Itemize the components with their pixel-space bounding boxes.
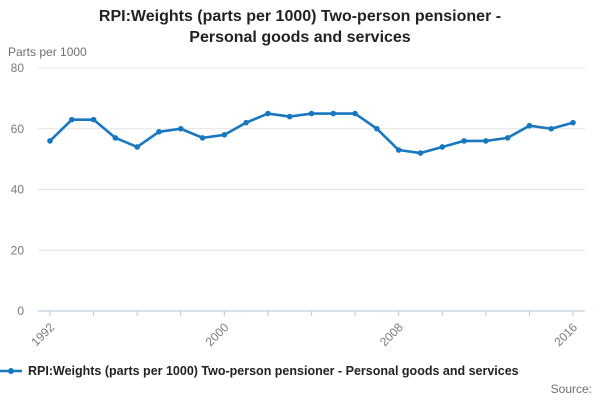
data-point-marker <box>308 110 315 117</box>
data-point-marker <box>199 135 206 141</box>
y-tick-label: 0 <box>17 304 24 318</box>
data-point-marker <box>330 110 337 117</box>
legend: RPI:Weights (parts per 1000) Two-person … <box>0 364 519 378</box>
data-point-marker <box>265 110 271 117</box>
page-title-line2: Personal goods and services <box>189 29 411 46</box>
data-point-marker <box>374 125 380 132</box>
y-tick-label: 60 <box>11 122 25 136</box>
data-point-marker <box>504 135 511 141</box>
y-axis-unit-label: Parts per 1000 <box>8 45 87 59</box>
x-tick-label: 2016 <box>551 320 580 349</box>
y-tick-label: 40 <box>11 183 25 197</box>
x-tick-label: 1992 <box>28 320 57 349</box>
page-title-line1: RPI:Weights (parts per 1000) Two-person … <box>98 8 502 25</box>
data-point-marker <box>395 147 402 153</box>
data-point-marker <box>112 135 119 141</box>
data-point-marker <box>548 125 555 132</box>
y-tick-label: 20 <box>11 243 25 257</box>
data-point-marker <box>177 125 184 132</box>
data-point-marker <box>526 122 533 129</box>
data-point-marker <box>286 113 293 120</box>
data-point-marker <box>570 119 576 126</box>
x-tick-label: 2000 <box>203 320 232 349</box>
data-point-marker <box>68 116 75 123</box>
data-point-marker <box>417 150 424 156</box>
data-point-marker <box>90 116 97 123</box>
data-point-marker <box>243 119 249 126</box>
data-point-marker <box>47 138 53 144</box>
data-point-marker <box>134 144 140 150</box>
data-point-marker <box>483 138 489 144</box>
source-label: Source: <box>550 382 592 396</box>
data-point-marker <box>461 138 467 144</box>
y-tick-label: 80 <box>11 61 25 75</box>
x-tick-label: 2008 <box>377 320 406 349</box>
data-point-marker <box>352 110 358 117</box>
legend-label: RPI:Weights (parts per 1000) Two-person … <box>28 364 519 378</box>
legend-line-marker-icon <box>0 368 22 374</box>
data-point-marker <box>156 128 162 135</box>
data-point-marker <box>439 144 446 150</box>
data-point-marker <box>221 132 228 138</box>
series-line <box>48 112 575 155</box>
page-title: RPI:Weights (parts per 1000) Two-person … <box>40 6 560 48</box>
